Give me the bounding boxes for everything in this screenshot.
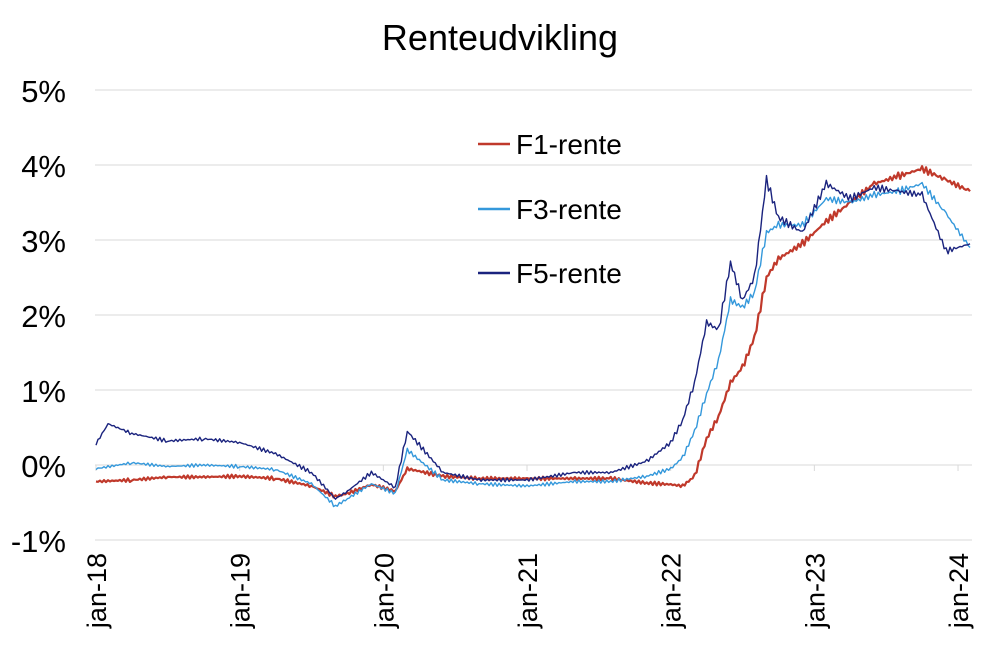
y-tick-label: 3% (21, 224, 66, 259)
x-tick-label: jan-21 (513, 553, 543, 629)
y-tick-label: 4% (21, 149, 66, 184)
x-tick-label: jan-20 (369, 553, 399, 629)
x-tick-label: jan-24 (944, 553, 974, 629)
y-tick-label: -1% (11, 524, 66, 559)
x-tick-label: jan-22 (657, 553, 687, 629)
y-tick-label: 5% (21, 74, 66, 109)
x-tick-label: jan-23 (800, 553, 830, 629)
chart-title: Renteudvikling (382, 17, 618, 58)
y-axis: -1% 0% 1% 2% 3% 4% 5% (11, 74, 66, 559)
x-tick-label: jan-19 (226, 553, 256, 629)
plot-area (95, 165, 971, 508)
y-tick-label: 1% (21, 374, 66, 409)
y-tick-label: 0% (21, 449, 66, 484)
series-line-f1-rente (95, 165, 971, 499)
series-line-f5-rente (95, 174, 971, 500)
series-line-f3-rente (95, 181, 971, 508)
grid-lines (95, 89, 972, 541)
y-tick-label: 2% (21, 299, 66, 334)
legend-label: F1-rente (516, 129, 622, 160)
x-axis: jan-18 jan-19 jan-20 jan-21 jan-22 jan-23 jan-… (82, 464, 974, 629)
legend-label: F3-rente (516, 194, 622, 225)
x-tick-label: jan-18 (82, 553, 112, 629)
legend-label: F5-rente (516, 258, 622, 289)
legend: F1-rente F3-rente F5-rente (478, 129, 622, 289)
